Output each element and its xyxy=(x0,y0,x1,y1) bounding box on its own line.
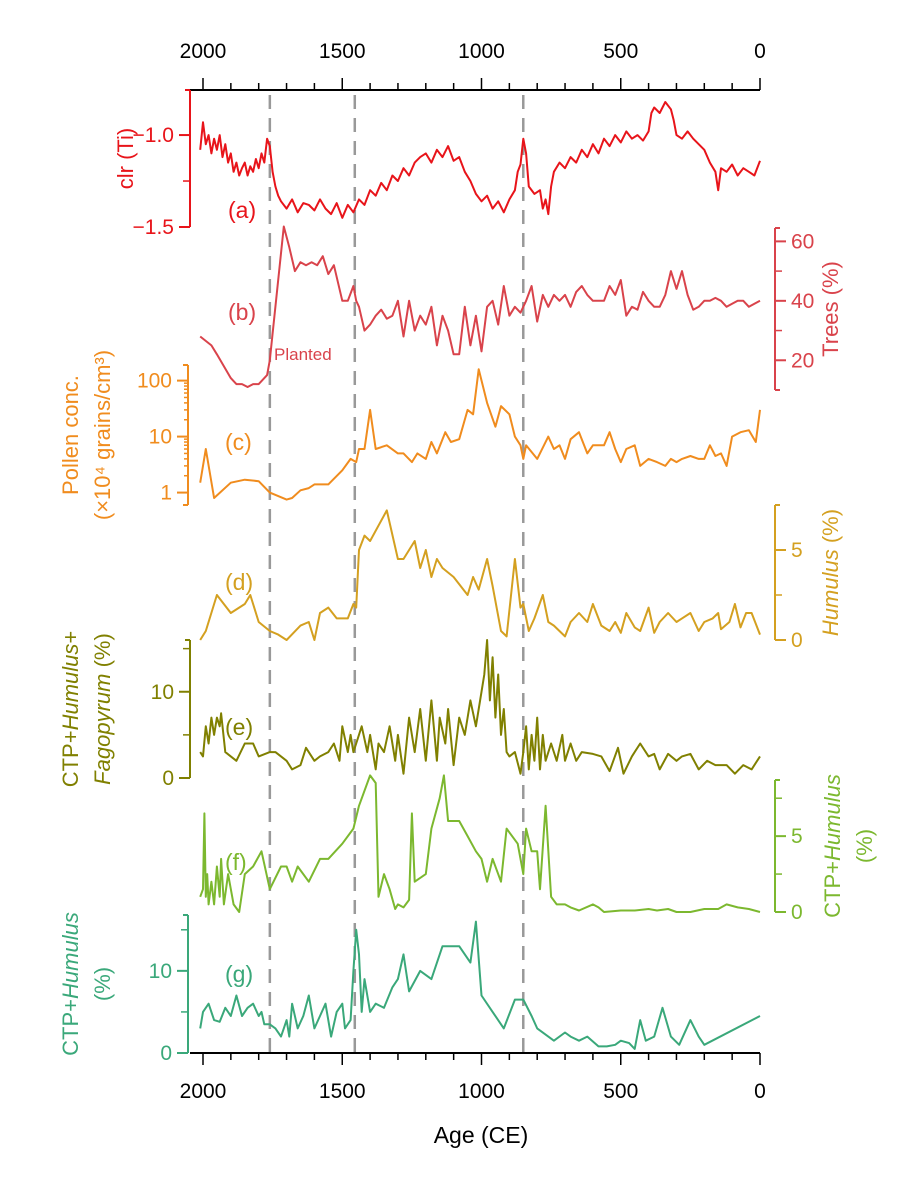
y-tick-label: 60 xyxy=(791,230,814,253)
panel-c: 1 10 100 (c) Pollen conc. (×10⁴ grains/cm³) xyxy=(58,350,761,520)
panel-label-f: (f) xyxy=(225,849,247,875)
y-axis-title-part: CTP+ xyxy=(58,999,83,1056)
y-axis-title-part: Humulus xyxy=(58,644,83,731)
series-line-a xyxy=(199,101,761,219)
panel-e: 0 10 (e) CTP+Humulus+ Fagopyrum (%) xyxy=(58,631,761,790)
y-tick-label: 5 xyxy=(791,539,803,562)
top-x-tick-label: 2000 xyxy=(180,40,227,63)
y-tick-label: 0 xyxy=(162,767,174,790)
y-tick-label: 10 xyxy=(149,960,172,983)
top-x-tick-label: 1500 xyxy=(319,40,366,63)
panel-g: 0 10 (g) CTP+Humulus (%) xyxy=(58,912,761,1065)
y-axis-title-a: clr (Ti) xyxy=(113,128,138,190)
y-tick-label: 0 xyxy=(791,629,803,652)
panels: −1.0 −1.5 (a) clr (Ti) 20 40 60 (b) Trees (%) 1 10… xyxy=(58,89,877,1065)
y-axis-title-f: (%) xyxy=(852,829,877,863)
bottom-x-tick-label: 500 xyxy=(603,1080,638,1103)
y-axis-title-part: Humulus xyxy=(820,774,845,861)
series-line-c xyxy=(199,368,761,501)
y-axis-title-part: (%) xyxy=(90,967,115,1001)
series-line-g xyxy=(199,920,761,1050)
y-tick-label: −1.5 xyxy=(133,216,174,239)
y-tick-label: 0 xyxy=(160,1042,172,1065)
y-axis-title-part: CTP+ xyxy=(820,861,845,918)
y-axis-title-f: CTP+Humulus xyxy=(820,774,845,918)
y-axis-title-e: Fagopyrum (%) xyxy=(90,633,115,785)
y-axis-title-part: clr (Ti) xyxy=(113,128,138,190)
panel-label-d: (d) xyxy=(225,569,253,595)
panel-label-c: (c) xyxy=(225,429,252,455)
y-axis-title-g: CTP+Humulus xyxy=(58,912,83,1056)
y-tick-label: 1 xyxy=(160,482,172,505)
y-axis-title-part: (%) xyxy=(90,633,115,673)
y-axis-title-part: (×10⁴ grains/cm³) xyxy=(90,350,115,520)
bottom-x-tick-label: 1500 xyxy=(319,1080,366,1103)
y-axis-title-part: (%) xyxy=(852,829,877,863)
y-axis-title-part: Humulus xyxy=(58,912,83,999)
y-axis-title-part: Trees (%) xyxy=(818,261,843,357)
bottom-x-tick-label: 0 xyxy=(754,1080,766,1103)
top-x-tick-label: 0 xyxy=(754,40,766,63)
y-tick-label: 0 xyxy=(791,901,803,924)
top-x-tick-label: 500 xyxy=(603,40,638,63)
y-axis-title-b: Trees (%) xyxy=(818,261,843,357)
y-axis-title-d: Humulus (%) xyxy=(818,509,843,636)
panel-label-a: (a) xyxy=(228,197,256,223)
series-line-d xyxy=(199,509,761,641)
series-line-f xyxy=(199,774,761,913)
y-axis-title-e: CTP+Humulus+ xyxy=(58,631,83,788)
y-tick-label: −1.0 xyxy=(133,124,174,147)
bottom-x-tick-label: 2000 xyxy=(180,1080,227,1103)
y-axis-title-g: (%) xyxy=(90,967,115,1001)
top-x-tick-label: 1000 xyxy=(458,40,505,63)
y-axis-title-part: Pollen conc. xyxy=(58,375,83,495)
y-tick-label: 100 xyxy=(137,370,172,393)
y-tick-label: 10 xyxy=(151,681,174,704)
y-axis-title-part: (%) xyxy=(818,509,843,549)
y-axis-title-c: (×10⁴ grains/cm³) xyxy=(90,350,115,520)
panel-label-g: (g) xyxy=(225,961,253,987)
x-axis-title: Age (CE) xyxy=(434,1122,529,1148)
y-axis-title-part: Fagopyrum xyxy=(90,674,115,785)
bottom-x-tick-label: 1000 xyxy=(458,1080,505,1103)
y-axis-title-part: + xyxy=(58,631,83,644)
panel-label-b: (b) xyxy=(228,299,256,325)
series-line-e xyxy=(199,639,761,775)
x-axes: 2000 1500 1000 500 0 2000 1500 1000 500 0 xyxy=(180,40,766,1103)
planted-annotation: Planted xyxy=(274,345,332,364)
panel-f: 0 5 (f) CTP+Humulus (%) xyxy=(199,774,877,924)
y-axis-title-c: Pollen conc. xyxy=(58,375,83,495)
y-tick-label: 40 xyxy=(791,290,814,313)
y-axis-title-part: CTP+ xyxy=(58,730,83,787)
panel-b: 20 40 60 (b) Trees (%) xyxy=(199,225,843,391)
panel-label-e: (e) xyxy=(225,714,253,740)
series-line-b xyxy=(199,225,761,388)
y-tick-label: 20 xyxy=(791,349,814,372)
y-tick-label: 5 xyxy=(791,825,803,848)
panel-d: 0 5 (d) Humulus (%) xyxy=(199,504,843,652)
y-tick-label: 10 xyxy=(149,426,172,449)
y-axis-title-part: Humulus xyxy=(818,549,843,636)
panel-a: −1.0 −1.5 (a) clr (Ti) xyxy=(113,89,761,239)
